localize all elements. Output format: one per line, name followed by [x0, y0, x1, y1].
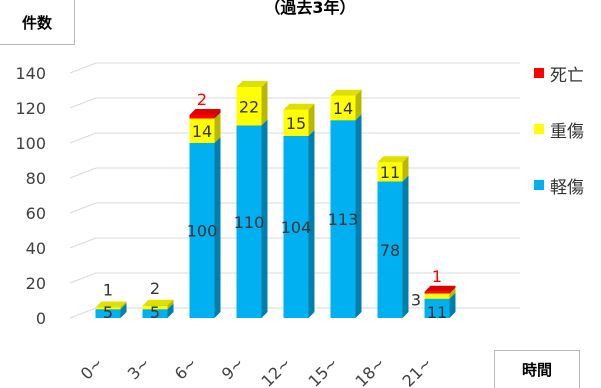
data-label-light: 104: [281, 218, 312, 237]
bar-segment-serious: [236, 87, 262, 126]
bar-top-serious: [95, 301, 127, 308]
legend-label-death: 死亡: [550, 65, 584, 86]
bar-side-serious: [261, 81, 268, 126]
y-tick-label: 60: [26, 204, 46, 223]
data-label-light: 5: [103, 303, 113, 322]
bar-side-light: [402, 175, 409, 318]
bar-segment-light: [330, 120, 356, 318]
y-tick-label: 80: [26, 169, 46, 188]
bar-segment-light: [142, 309, 168, 318]
gridline: [69, 62, 520, 74]
bar-side-serious: [308, 103, 315, 136]
bar-segment-light: [283, 136, 309, 318]
data-label-light: 100: [187, 222, 218, 241]
legend-swatch-death: [534, 68, 544, 78]
data-label-light: 78: [380, 241, 400, 260]
x-tick-label: 15~: [305, 353, 342, 387]
bar-segment-serious: [283, 109, 309, 136]
bar-segment-serious: [189, 118, 215, 143]
y-tick-labels: 0 20 40 60 80 100 120 140: [15, 64, 46, 328]
bar-top-serious: [377, 156, 409, 163]
gridline: [69, 132, 520, 144]
chart-title: （過去3年）: [264, 0, 356, 17]
legend-label-serious: 重傷: [550, 121, 584, 142]
x-tick-label: 12~: [258, 353, 295, 387]
bar-segment-serious: [330, 95, 356, 121]
legend-label-light: 軽傷: [550, 177, 584, 198]
gridline: [69, 97, 520, 109]
bar-side-light: [214, 137, 221, 318]
bar-segment-light: [189, 143, 215, 318]
legend-item-serious: 重傷: [534, 116, 584, 142]
bar-side-light: [120, 303, 127, 318]
bar-segment-light: [377, 181, 403, 318]
bar-top-death: [424, 285, 456, 292]
data-label-light: 11: [427, 303, 447, 322]
bar-side-serious: [449, 287, 456, 299]
data-label-death: 1: [432, 267, 442, 286]
bar-top-serious: [142, 299, 174, 306]
x-tick-label: 6~: [171, 353, 201, 383]
bar-top-serious: [236, 81, 268, 87]
legend: 死亡 重傷 軽傷: [534, 60, 584, 228]
bar-side-light: [449, 292, 456, 318]
legend-swatch-light: [534, 180, 544, 190]
x-tick-labels: 0~ 3~ 6~ 9~ 12~ 15~ 18~ 21~: [77, 353, 436, 387]
data-label-serious: 14: [333, 99, 353, 118]
data-label-serious: 3: [411, 291, 421, 310]
data-label-serious: 14: [192, 122, 212, 141]
x-tick-label: 9~: [218, 353, 248, 383]
bar-side-serious: [167, 299, 174, 310]
x-tick-label: 21~: [399, 353, 436, 387]
bar-segment-death: [424, 291, 450, 294]
bar-segment-light: [236, 125, 262, 318]
data-label-serious: 22: [239, 97, 259, 116]
data-label-light: 113: [328, 210, 359, 229]
y-tick-label: 40: [26, 239, 46, 258]
x-tick-label: 3~: [124, 353, 154, 383]
bar-side-light: [261, 119, 268, 318]
bar-side-light: [308, 130, 315, 318]
bar-top-death: [189, 109, 221, 115]
bar-side-death: [449, 285, 456, 294]
legend-item-light: 軽傷: [534, 172, 584, 198]
bars: [95, 81, 456, 318]
x-tick-label: 0~: [77, 353, 107, 383]
bar-side-serious: [214, 112, 221, 143]
x-tick-label: 18~: [352, 353, 389, 387]
bar-segment-serious: [377, 162, 403, 182]
y-tick-label: 0: [36, 309, 46, 328]
bar-top-serious: [283, 103, 315, 110]
bar-side-death: [214, 109, 221, 119]
x-axis-title: 時間: [494, 350, 580, 388]
data-label-light: 5: [150, 303, 160, 322]
bar-segment-death: [189, 115, 215, 119]
data-label-death: 2: [197, 90, 207, 109]
y-tick-label: 140: [15, 64, 46, 83]
data-label-serious: 15: [286, 114, 306, 133]
bar-side-serious: [120, 301, 127, 310]
y-axis-title: 件数: [0, 0, 75, 45]
y-tick-label: 100: [15, 134, 46, 153]
bar-segment-serious: [95, 307, 121, 310]
bar-side-serious: [402, 156, 409, 182]
data-label-light: 110: [234, 213, 265, 232]
bar-side-serious: [355, 89, 362, 121]
data-label-serious: 2: [150, 279, 160, 298]
bar-segment-light: [95, 309, 121, 318]
legend-swatch-serious: [534, 124, 544, 134]
data-label-serious: 1: [103, 281, 113, 300]
legend-item-death: 死亡: [534, 60, 584, 86]
y-tick-label: 120: [15, 99, 46, 118]
bar-segment-serious: [424, 293, 450, 299]
bar-segment-serious: [142, 305, 168, 310]
y-tick-label: 20: [26, 274, 46, 293]
bar-segment-light: [424, 298, 450, 318]
bar-side-light: [167, 303, 174, 318]
bar-side-light: [355, 114, 362, 318]
bar-top-serious: [330, 89, 362, 96]
data-label-serious: 11: [380, 163, 400, 182]
